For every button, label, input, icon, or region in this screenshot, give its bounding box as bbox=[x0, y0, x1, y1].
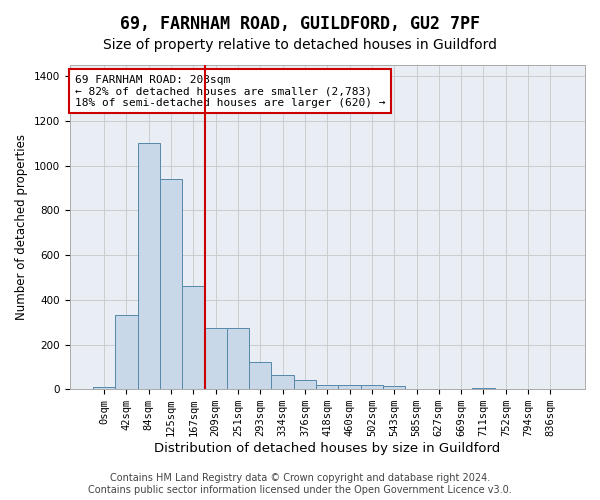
Bar bbox=[294, 380, 316, 389]
Bar bbox=[115, 316, 137, 389]
Text: 69 FARNHAM ROAD: 203sqm
← 82% of detached houses are smaller (2,783)
18% of semi: 69 FARNHAM ROAD: 203sqm ← 82% of detache… bbox=[74, 74, 385, 108]
Bar bbox=[93, 387, 115, 389]
Bar bbox=[137, 144, 160, 389]
Bar bbox=[383, 386, 406, 389]
Bar bbox=[316, 385, 338, 389]
Bar bbox=[160, 179, 182, 389]
Bar bbox=[205, 328, 227, 389]
Bar bbox=[227, 328, 249, 389]
Text: Contains HM Land Registry data © Crown copyright and database right 2024.
Contai: Contains HM Land Registry data © Crown c… bbox=[88, 474, 512, 495]
Text: 69, FARNHAM ROAD, GUILDFORD, GU2 7PF: 69, FARNHAM ROAD, GUILDFORD, GU2 7PF bbox=[120, 15, 480, 33]
Bar bbox=[271, 374, 294, 389]
X-axis label: Distribution of detached houses by size in Guildford: Distribution of detached houses by size … bbox=[154, 442, 500, 455]
Bar bbox=[361, 385, 383, 389]
Bar bbox=[338, 385, 361, 389]
Text: Size of property relative to detached houses in Guildford: Size of property relative to detached ho… bbox=[103, 38, 497, 52]
Bar bbox=[249, 362, 271, 389]
Bar bbox=[472, 388, 494, 389]
Y-axis label: Number of detached properties: Number of detached properties bbox=[15, 134, 28, 320]
Bar bbox=[182, 286, 205, 389]
